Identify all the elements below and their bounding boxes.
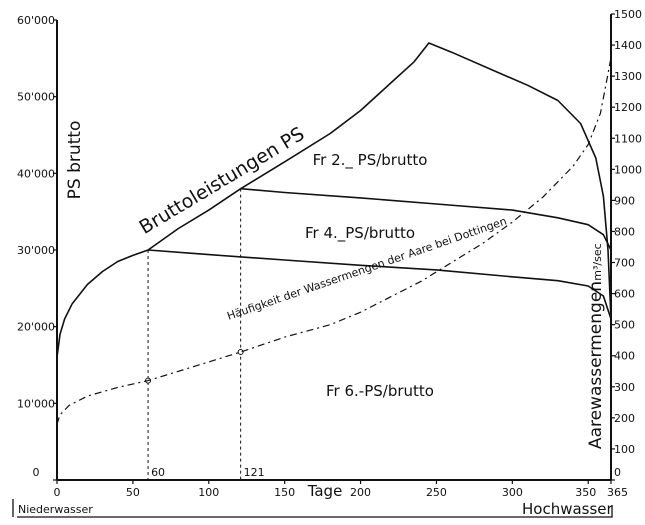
region-label-fr4: Fr 4._PS/brutto <box>305 224 415 243</box>
x-tick-label: 250 <box>426 486 447 499</box>
series-line <box>56 42 612 358</box>
day-markers: 60 121 <box>145 188 265 480</box>
right-y-tick-label: 1100 <box>614 132 642 145</box>
left-y-tick-label: 40'000 <box>17 167 55 180</box>
niederwasser-label: Niederwasser <box>18 503 93 516</box>
right-y-tick-label: 1500 <box>614 8 642 21</box>
left-y-tick-label: 0 <box>33 466 40 479</box>
right-axis-title: Aarewassermengen <box>586 281 606 449</box>
right-y-tick-label: 300 <box>614 381 635 394</box>
right-y-tick-label: 800 <box>614 225 635 238</box>
day-marker-label: 60 <box>151 466 165 479</box>
right-y-tick-label: 900 <box>614 194 635 207</box>
x-tick-label: 365 <box>607 486 628 499</box>
series-line <box>240 187 612 251</box>
x-tick-label: 350 <box>575 486 596 499</box>
hochwasser-label: Hochwasser <box>522 500 614 518</box>
x-tick-label: 50 <box>126 486 140 499</box>
right-y-tick-label: 500 <box>614 319 635 332</box>
x-tick-label: 200 <box>350 486 371 499</box>
right-y-tick-label: 0 <box>614 466 621 479</box>
right-y-tick-label: 700 <box>614 257 635 270</box>
left-y-tick-label: 50'000 <box>17 91 55 104</box>
left-y-ticks: 0 10'000 20'000 30'000 40'000 50'000 60'000 <box>17 14 57 481</box>
niederwasser-bracket: Niederwasser <box>12 499 93 517</box>
right-y-tick-label: 200 <box>614 412 635 425</box>
left-y-tick-label: 20'000 <box>17 321 55 334</box>
left-y-tick-label: 10'000 <box>17 397 55 410</box>
x-ticks: 0 50 100 150 200 250 300 350 365 <box>54 480 628 499</box>
left-y-tick-label: 30'000 <box>17 244 55 257</box>
x-tick-label: 300 <box>502 486 523 499</box>
right-y-tick-label: 1200 <box>614 101 642 114</box>
day-marker-point <box>237 349 244 356</box>
hochwasser-bracket: Hochwasser <box>17 500 614 518</box>
region-label-fr2: Fr 2._ PS/brutto <box>313 151 428 170</box>
right-axis-unit: m³/sec <box>591 243 604 280</box>
x-tick-label: 150 <box>274 486 295 499</box>
curve-label-brutto: Bruttoleistungen PS <box>135 123 308 239</box>
x-axis-title: Tage <box>307 482 343 500</box>
right-y-tick-label: 1000 <box>614 163 642 176</box>
region-label-fr6: Fr 6.-PS/brutto <box>326 382 434 400</box>
x-tick-label: 0 <box>54 486 61 499</box>
series-line <box>148 249 612 320</box>
series-line <box>56 57 612 425</box>
day-marker-label: 121 <box>244 466 265 479</box>
series-lines <box>56 42 612 425</box>
right-y-tick-label: 400 <box>614 350 635 363</box>
right-y-tick-label: 100 <box>614 443 635 456</box>
right-y-tick-label: 1300 <box>614 70 642 83</box>
left-axis-title: PS brutto <box>65 121 85 200</box>
right-y-tick-label: 1400 <box>614 39 642 52</box>
x-tick-label: 100 <box>198 486 219 499</box>
right-y-tick-label: 600 <box>614 288 635 301</box>
right-y-ticks: 0 100 200 300 400 500 600 700 800 900 1000 1100 1200… <box>611 8 642 481</box>
axes <box>56 14 612 481</box>
left-y-tick-label: 60'000 <box>17 14 55 27</box>
